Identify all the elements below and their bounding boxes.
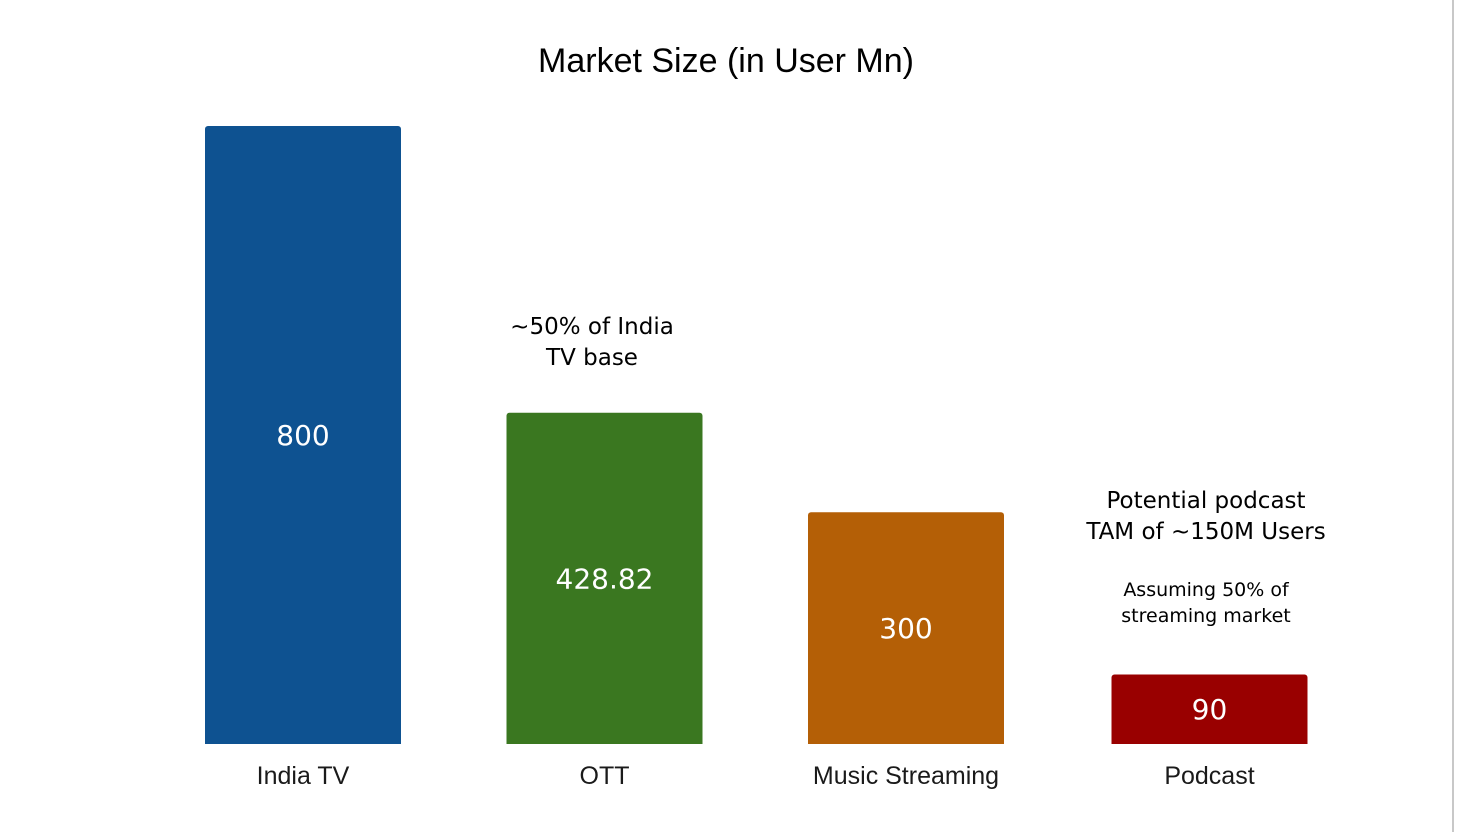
annotation-line: Assuming 50% of (1123, 579, 1290, 601)
annotation-line: streaming market (1121, 605, 1290, 627)
bar-group (205, 126, 1308, 744)
bar-base-india-tv (205, 738, 401, 744)
annotation-group: ~50% of India TV base Potential podcast TAM… (510, 314, 1326, 627)
bar-base-ott (506, 738, 703, 744)
category-label-ott: OTT (580, 762, 630, 790)
value-label-group: 800 428.82 300 90 (276, 419, 1227, 726)
bar-base-podcast (1111, 738, 1308, 744)
chart-title: Market Size (in User Mn) (538, 42, 914, 80)
value-label-india-tv: 800 (276, 419, 329, 452)
bar-india-tv (205, 126, 401, 744)
annotation-line: Potential podcast (1106, 488, 1305, 514)
annotation-ott-note: ~50% of India TV base (510, 314, 674, 371)
page-right-border (1452, 0, 1454, 832)
category-label-india-tv: India TV (257, 762, 350, 790)
annotation-podcast-tam-note: Potential podcast TAM of ~150M Users (1085, 488, 1325, 545)
annotation-line: ~50% of India (510, 314, 674, 340)
bar-music-streaming (808, 512, 1004, 744)
bar-ott (506, 412, 703, 744)
category-label-group: India TV OTT Music Streaming Podcast (257, 762, 1255, 790)
category-label-music-streaming: Music Streaming (813, 762, 999, 790)
value-label-podcast: 90 (1192, 693, 1228, 726)
annotation-line: TV base (545, 345, 638, 371)
annotation-line: TAM of ~150M Users (1085, 519, 1325, 545)
value-label-music-streaming: 300 (879, 612, 932, 645)
category-label-podcast: Podcast (1164, 762, 1254, 790)
bar-podcast (1111, 674, 1308, 744)
annotation-podcast-assumption-note: Assuming 50% of streaming market (1121, 579, 1290, 627)
value-label-ott: 428.82 (556, 562, 654, 595)
bar-base-music-streaming (808, 738, 1004, 744)
